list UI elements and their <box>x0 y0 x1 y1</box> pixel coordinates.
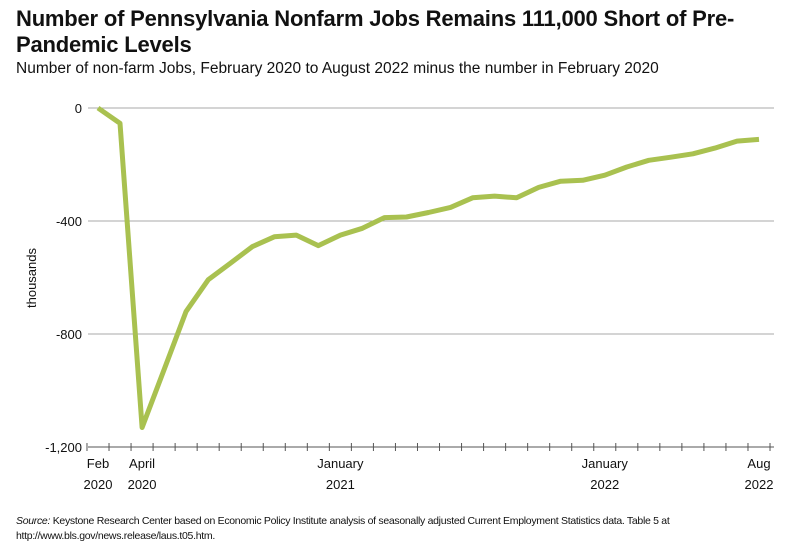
x-tick-label-year: 2020 <box>128 477 157 492</box>
series <box>96 105 760 430</box>
chart-title: Number of Pennsylvania Nonfarm Jobs Rema… <box>16 6 735 57</box>
x-tick-labels: Feb 2020 April 2020 January 2021 January 2022 Au… <box>84 456 774 492</box>
y-axis-label: thousands <box>24 248 39 308</box>
y-tick-label: -800 <box>56 327 82 342</box>
x-tick-label: Feb <box>87 456 109 471</box>
x-tick-label-year: 2021 <box>326 477 355 492</box>
x-tick-label: April <box>129 456 155 471</box>
x-tick-label: January <box>582 456 629 471</box>
x-axis <box>86 443 774 451</box>
chart-subtitle: Number of non-farm Jobs, February 2020 t… <box>16 60 659 77</box>
source-note: Source: Keystone Research Center based o… <box>16 514 670 544</box>
x-tick-label: Aug <box>747 456 770 471</box>
x-tick-label-year: 2022 <box>590 477 619 492</box>
x-tick-label-year: 2020 <box>84 477 113 492</box>
source-label: Source: <box>16 515 51 527</box>
line-chart: 0 -400 -800 -1,200 Feb 2020 April 2020 January 2… <box>24 101 774 492</box>
y-tick-label: 0 <box>75 101 82 116</box>
y-tick-label: -1,200 <box>45 440 82 455</box>
y-tick-labels: 0 -400 -800 -1,200 <box>45 101 82 455</box>
source-url[interactable]: http://www.bls.gov/news.release/laus.t05… <box>16 530 215 542</box>
gridlines <box>88 107 774 335</box>
y-tick-label: -400 <box>56 214 82 229</box>
x-tick-label-year: 2022 <box>745 477 774 492</box>
source-text: Keystone Research Center based on Econom… <box>50 515 670 527</box>
series-line <box>96 105 760 430</box>
x-tick-label: January <box>317 456 364 471</box>
